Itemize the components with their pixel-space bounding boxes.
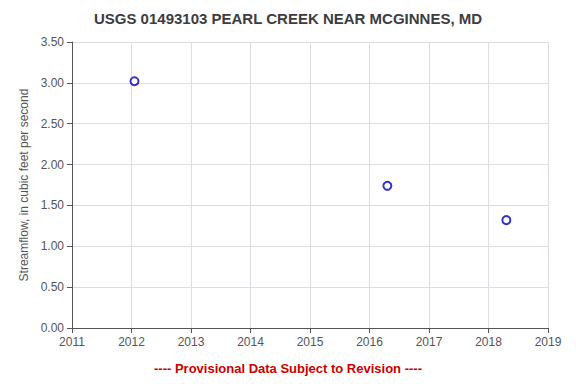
svg-text:2017: 2017 <box>416 335 443 349</box>
svg-text:2019: 2019 <box>535 335 562 349</box>
svg-text:0.50: 0.50 <box>41 280 65 294</box>
svg-text:2014: 2014 <box>237 335 264 349</box>
svg-text:2.00: 2.00 <box>41 158 65 172</box>
svg-text:1.00: 1.00 <box>41 239 65 253</box>
svg-text:0.00: 0.00 <box>41 321 65 335</box>
svg-text:2015: 2015 <box>297 335 324 349</box>
svg-text:3.50: 3.50 <box>41 35 65 49</box>
svg-text:2011: 2011 <box>59 335 85 349</box>
svg-text:Streamflow, in cubic feet per: Streamflow, in cubic feet per second <box>17 89 31 282</box>
svg-text:2018: 2018 <box>475 335 502 349</box>
svg-text:2016: 2016 <box>356 335 383 349</box>
svg-text:2012: 2012 <box>118 335 145 349</box>
svg-text:2013: 2013 <box>178 335 205 349</box>
svg-text:3.00: 3.00 <box>41 76 65 90</box>
svg-text:---- Provisional Data Subject: ---- Provisional Data Subject to Revisio… <box>154 361 422 376</box>
svg-text:1.50: 1.50 <box>41 198 65 212</box>
svg-text:2.50: 2.50 <box>41 117 65 131</box>
svg-text:USGS 01493103 PEARL CREEK NEAR: USGS 01493103 PEARL CREEK NEAR MCGINNES,… <box>94 10 482 27</box>
